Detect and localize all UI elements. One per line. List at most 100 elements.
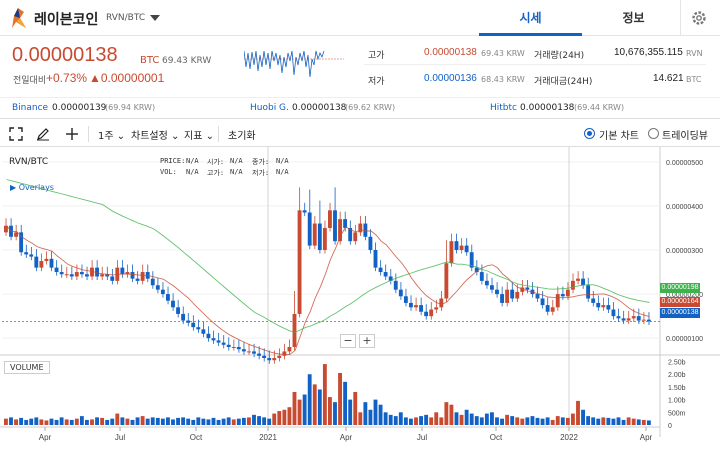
exchange-krw-binance: (69.94 KRW) — [105, 103, 156, 112]
candle-body — [373, 250, 378, 268]
candle-body — [287, 347, 292, 352]
high-krw: 69.43 KRW — [481, 49, 525, 58]
chart-toolbar: 1주 ⌄ 차트설정 ⌄ 지표 ⌄ 초기화 기본 차트 트레이딩뷰 — [0, 121, 720, 147]
volume-bar — [231, 419, 236, 425]
exchange-name-hitbtc[interactable]: Hitbtc — [490, 103, 517, 113]
low-value: 0.00000136 — [424, 73, 477, 84]
candle-body — [69, 274, 74, 277]
legend-open-value: N/A — [230, 157, 243, 165]
coin-pair: RVN/BTC — [106, 13, 146, 23]
pencil-icon[interactable] — [36, 127, 50, 141]
candle-body — [160, 289, 165, 295]
volume-bar — [95, 417, 99, 425]
legend-low-label: 저가: — [252, 169, 270, 177]
exchange-name-huobi[interactable]: Huobi G. — [250, 103, 289, 113]
candle-body — [186, 320, 191, 323]
zoom-out-button[interactable]: − — [340, 334, 356, 348]
volume-bar — [105, 419, 110, 425]
candle-body — [550, 307, 555, 312]
volume-bar — [125, 418, 130, 425]
candle-body — [130, 272, 135, 279]
legend-vol-value: N/A — [186, 168, 199, 176]
volume-bar — [530, 416, 535, 425]
crosshair-icon[interactable] — [65, 127, 79, 141]
candlestick-chart[interactable]: 0.00000500 0.00000400 0.00000300 0.00000200… — [0, 147, 720, 451]
price-chart[interactable]: 0.00000500 0.00000400 0.00000300 0.00000200… — [0, 147, 720, 451]
volume-label: 거래량(24H) — [534, 51, 585, 61]
candle-body — [571, 280, 575, 290]
volume-tick-label: 1.50b — [668, 385, 686, 392]
candle-body — [621, 318, 626, 321]
candle-body — [348, 227, 353, 242]
tradingview-radio[interactable] — [648, 128, 659, 139]
candle-body — [135, 278, 140, 281]
volume-bar — [550, 419, 555, 425]
legend-high-label: 고가: — [207, 169, 225, 177]
volume-bar — [14, 419, 18, 425]
overlays-toggle[interactable]: ▶ Overlays — [10, 183, 54, 192]
volume-bar — [631, 418, 636, 425]
tab-info[interactable]: 정보 — [622, 11, 645, 25]
candle-body — [29, 254, 34, 257]
ma-short-price-tag: 0.00000164 — [660, 297, 700, 307]
volume-bar — [130, 419, 135, 425]
y-tick-label: 0.00000500 — [666, 160, 703, 167]
volume-bar — [474, 416, 479, 425]
candle-body — [79, 272, 84, 275]
exchange-name-binance[interactable]: Binance — [12, 103, 49, 113]
legend-price-value: N/A — [186, 157, 199, 165]
volume-bar — [206, 419, 211, 425]
volume-bar — [560, 417, 565, 425]
mini-price-chart — [244, 50, 344, 78]
volume-bar — [636, 419, 641, 425]
volume-bar — [454, 412, 459, 425]
candle-body — [44, 258, 49, 262]
ma-long-line — [6, 179, 650, 333]
candle-body — [74, 272, 79, 277]
volume-bar — [414, 417, 418, 425]
candle-body — [181, 313, 186, 321]
volume-bar — [292, 392, 297, 425]
candle-body — [586, 285, 591, 299]
indicators-menu[interactable]: 지표 ⌄ — [184, 131, 214, 142]
candle-body — [328, 210, 332, 228]
volume-bar — [155, 417, 160, 425]
volume-bar — [166, 417, 170, 425]
candle-body — [191, 322, 196, 328]
candle-body — [312, 223, 317, 246]
gear-icon[interactable] — [690, 9, 708, 27]
volume-bar — [176, 417, 180, 425]
fullscreen-icon[interactable] — [9, 127, 23, 141]
basic-chart-radio[interactable] — [584, 128, 595, 139]
candle-body — [171, 300, 175, 308]
candle-body — [19, 232, 24, 253]
candle-body — [515, 291, 520, 299]
candle-body — [641, 319, 646, 321]
candle-body — [140, 272, 145, 281]
exchange-value-binance: 0.00000139 — [52, 103, 107, 113]
tab-market[interactable]: 시세 — [479, 0, 582, 36]
interval-select[interactable]: 1주 ⌄ — [98, 131, 126, 142]
legend-price-label: PRICE: — [160, 157, 186, 165]
zoom-in-button[interactable]: + — [359, 334, 375, 348]
volume-bar — [90, 419, 94, 425]
volume-bar — [302, 394, 307, 425]
reset-button[interactable]: 초기화 — [228, 131, 256, 142]
candle-body — [333, 210, 337, 242]
coin-selector-chevron-down-icon[interactable] — [150, 15, 160, 21]
toolbar-divider — [218, 126, 219, 142]
low-label: 저가 — [368, 77, 385, 87]
volume-bar — [555, 416, 560, 425]
volume-bar — [358, 412, 363, 425]
candle-body — [520, 287, 525, 292]
candle-body — [302, 210, 307, 213]
overlays-label: Overlays — [18, 183, 54, 192]
volume-bar — [64, 419, 69, 425]
chart-settings-menu[interactable]: 차트설정 ⌄ — [131, 131, 180, 142]
candle-body — [211, 338, 216, 341]
volume-bar — [368, 409, 373, 425]
candle-body — [39, 261, 44, 268]
volume-bar — [363, 402, 368, 425]
candle-body — [646, 319, 651, 322]
exchange-krw-huobi: (69.62 KRW) — [345, 103, 396, 112]
